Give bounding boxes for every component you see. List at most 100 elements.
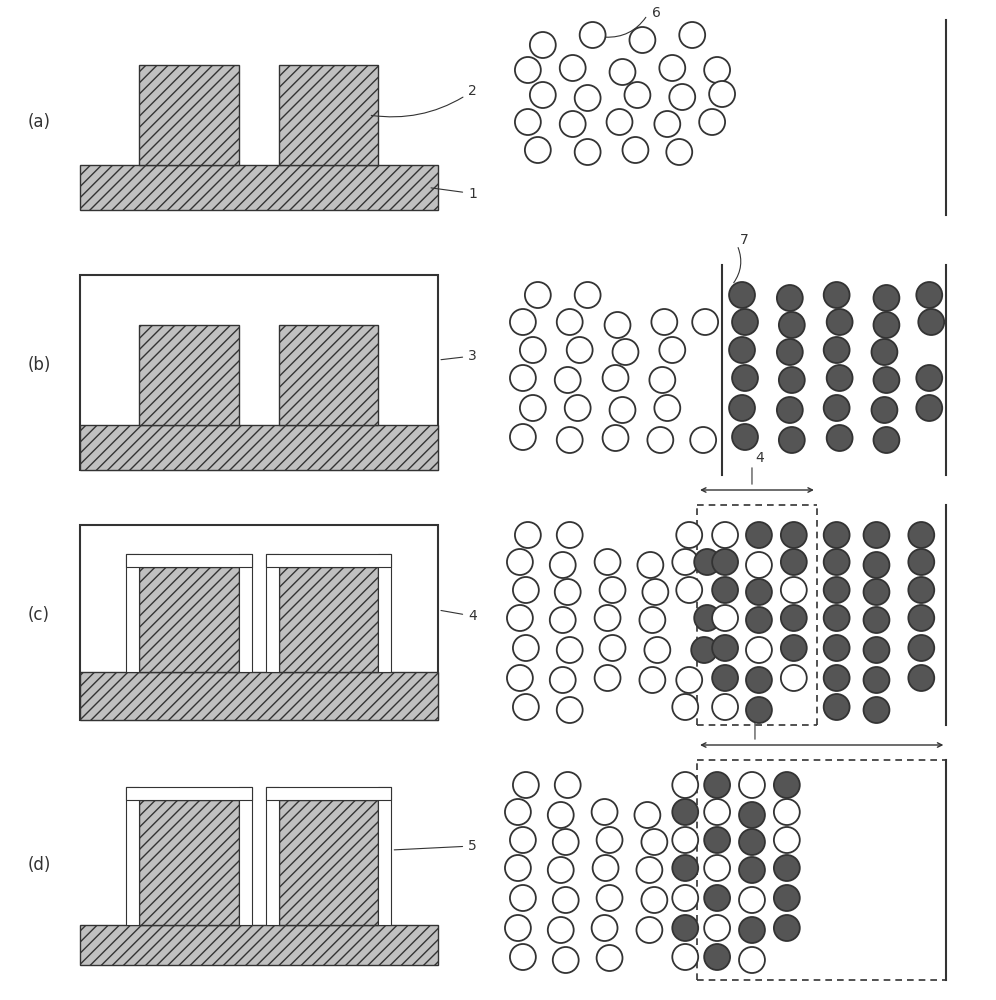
- Circle shape: [729, 395, 755, 421]
- Circle shape: [510, 944, 536, 970]
- Text: 5: 5: [759, 708, 768, 722]
- Circle shape: [636, 857, 662, 883]
- Bar: [126, 787, 252, 800]
- Circle shape: [557, 637, 583, 663]
- Circle shape: [672, 827, 698, 853]
- Circle shape: [641, 887, 667, 913]
- Text: 4: 4: [755, 451, 764, 465]
- Circle shape: [624, 82, 650, 108]
- Circle shape: [908, 577, 934, 603]
- Bar: [80, 925, 438, 965]
- Circle shape: [520, 395, 546, 421]
- Circle shape: [781, 577, 807, 603]
- Bar: [80, 165, 438, 210]
- Circle shape: [513, 577, 539, 603]
- Circle shape: [672, 915, 698, 941]
- Circle shape: [739, 947, 765, 973]
- Bar: [139, 800, 239, 925]
- Circle shape: [699, 109, 725, 135]
- Circle shape: [595, 665, 621, 691]
- Bar: [126, 787, 139, 925]
- Circle shape: [864, 522, 889, 548]
- Circle shape: [824, 282, 850, 308]
- Circle shape: [864, 697, 889, 723]
- Circle shape: [555, 367, 581, 393]
- Text: 6: 6: [652, 6, 661, 20]
- Circle shape: [513, 635, 539, 661]
- Circle shape: [694, 605, 720, 631]
- Circle shape: [777, 339, 803, 365]
- Circle shape: [595, 605, 621, 631]
- Circle shape: [918, 309, 944, 335]
- Circle shape: [694, 549, 720, 575]
- Circle shape: [872, 397, 897, 423]
- Circle shape: [575, 282, 601, 308]
- Circle shape: [557, 697, 583, 723]
- Bar: [279, 800, 378, 925]
- Circle shape: [712, 665, 738, 691]
- Circle shape: [864, 607, 889, 633]
- Text: 1: 1: [431, 186, 477, 200]
- Circle shape: [550, 667, 576, 693]
- Circle shape: [864, 637, 889, 663]
- Circle shape: [649, 367, 675, 393]
- Circle shape: [746, 637, 772, 663]
- Bar: [139, 65, 239, 165]
- Circle shape: [746, 607, 772, 633]
- Bar: [80, 275, 438, 470]
- Circle shape: [908, 549, 934, 575]
- Circle shape: [605, 312, 630, 338]
- Circle shape: [672, 885, 698, 911]
- Circle shape: [565, 395, 591, 421]
- Circle shape: [704, 827, 730, 853]
- Circle shape: [560, 111, 586, 137]
- Circle shape: [530, 32, 556, 58]
- Circle shape: [636, 917, 662, 943]
- Circle shape: [732, 365, 758, 391]
- Circle shape: [864, 667, 889, 693]
- Circle shape: [641, 829, 667, 855]
- Circle shape: [690, 427, 716, 453]
- Bar: [126, 554, 252, 567]
- Text: (a): (a): [28, 113, 51, 131]
- Circle shape: [779, 427, 805, 453]
- Circle shape: [864, 552, 889, 578]
- Circle shape: [639, 607, 665, 633]
- Circle shape: [774, 885, 800, 911]
- Circle shape: [607, 109, 632, 135]
- Circle shape: [592, 915, 618, 941]
- Circle shape: [746, 697, 772, 723]
- Circle shape: [603, 365, 628, 391]
- Circle shape: [672, 772, 698, 798]
- Circle shape: [732, 309, 758, 335]
- Circle shape: [557, 427, 583, 453]
- Circle shape: [824, 665, 850, 691]
- Circle shape: [597, 827, 622, 853]
- Circle shape: [505, 915, 531, 941]
- Circle shape: [779, 367, 805, 393]
- Circle shape: [916, 282, 942, 308]
- Bar: [279, 65, 378, 165]
- Circle shape: [507, 605, 533, 631]
- Bar: [279, 325, 378, 425]
- Circle shape: [746, 579, 772, 605]
- Circle shape: [515, 109, 541, 135]
- Circle shape: [595, 549, 621, 575]
- Bar: [139, 325, 239, 425]
- Circle shape: [691, 637, 717, 663]
- Circle shape: [704, 57, 730, 83]
- Circle shape: [651, 309, 677, 335]
- Circle shape: [610, 397, 635, 423]
- Circle shape: [629, 27, 655, 53]
- Circle shape: [824, 395, 850, 421]
- Circle shape: [580, 22, 606, 48]
- Bar: [378, 787, 391, 925]
- Circle shape: [555, 579, 581, 605]
- Circle shape: [739, 772, 765, 798]
- Circle shape: [827, 309, 853, 335]
- Circle shape: [739, 802, 765, 828]
- Circle shape: [510, 365, 536, 391]
- Circle shape: [659, 55, 685, 81]
- Circle shape: [692, 309, 718, 335]
- Circle shape: [827, 365, 853, 391]
